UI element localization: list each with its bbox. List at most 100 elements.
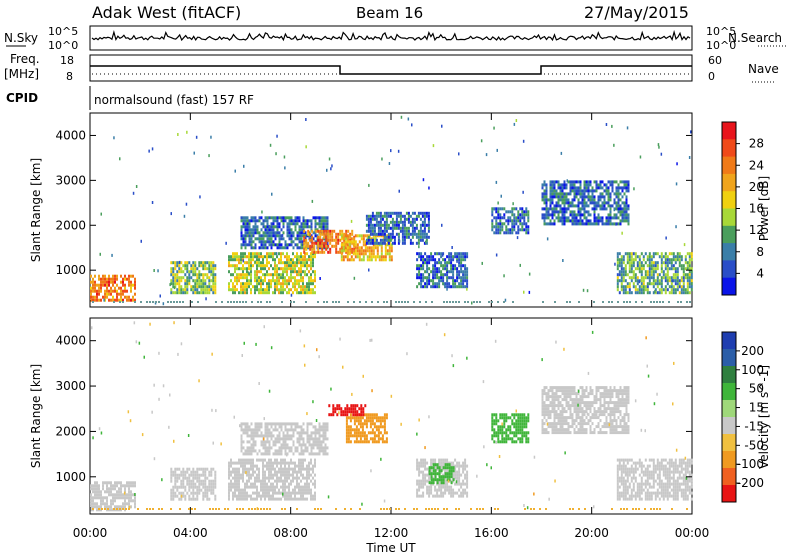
power-cell	[198, 285, 201, 289]
power-cell	[244, 273, 246, 277]
power-cell	[569, 201, 572, 205]
velocity-cell	[375, 434, 378, 438]
power-cell	[114, 286, 116, 290]
power-cell	[543, 192, 546, 196]
velocity-cell	[98, 496, 100, 500]
power-cell	[268, 234, 271, 238]
power-cell	[638, 288, 641, 292]
velocity-cell	[446, 478, 449, 482]
power-cell	[286, 234, 289, 238]
power-cell	[172, 285, 175, 289]
velocity-cell	[354, 410, 357, 414]
power-cell	[184, 264, 187, 268]
velocity-cell	[238, 482, 240, 486]
velocity-cell	[244, 431, 247, 435]
power-cell	[625, 210, 628, 214]
velocity-cell	[448, 463, 451, 467]
velocity-cell	[456, 464, 459, 468]
power-cell	[264, 219, 267, 223]
power-speckle	[234, 169, 236, 173]
power-cell	[583, 201, 586, 205]
power-cell	[668, 267, 671, 271]
power-cell	[303, 229, 306, 233]
power-cell	[360, 258, 363, 262]
velocity-cell	[294, 425, 297, 429]
power-cell	[563, 207, 566, 211]
power-cell	[418, 276, 421, 280]
power-cell	[370, 249, 373, 253]
power-cell	[387, 235, 390, 239]
velocity-cell	[304, 467, 306, 471]
power-cell	[676, 267, 679, 271]
power-cell	[567, 207, 570, 211]
power-cell	[682, 273, 685, 277]
velocity-cell	[194, 470, 197, 474]
velocity-cell	[436, 472, 439, 476]
velocity-cell	[266, 449, 269, 453]
power-cell	[234, 255, 236, 259]
velocity-cell	[350, 410, 353, 414]
velocity-cell	[326, 437, 329, 441]
velocity-cell	[511, 431, 514, 435]
velocity-cell	[204, 479, 207, 483]
velocity-cell	[196, 479, 199, 483]
power-cell	[206, 267, 209, 271]
power-cell	[294, 219, 297, 223]
power-cell	[416, 252, 419, 256]
velocity-cell	[495, 419, 498, 423]
power-cell	[306, 222, 309, 226]
velocity-cell	[246, 425, 249, 429]
velocity-cell	[557, 407, 560, 411]
velocity-cell	[519, 416, 522, 420]
power-cell	[668, 279, 671, 283]
velocity-cell	[454, 473, 457, 477]
power-cell	[420, 267, 423, 271]
power-cell	[319, 238, 322, 242]
power-cell	[270, 228, 273, 232]
power-cell	[678, 285, 681, 289]
power-cell	[180, 261, 183, 265]
power-cell	[262, 261, 264, 265]
power-cell	[268, 231, 271, 235]
power-cell	[228, 282, 230, 286]
power-cell	[417, 211, 420, 215]
power-cell	[619, 180, 622, 184]
power-cell	[362, 237, 365, 241]
velocity-cell	[272, 440, 275, 444]
velocity-cell	[302, 464, 304, 468]
power-cell	[288, 231, 291, 235]
power-cell	[362, 258, 365, 262]
power-cell	[567, 201, 570, 205]
power-cell	[340, 258, 343, 262]
velocity-cell	[260, 452, 263, 456]
power-cell	[272, 225, 275, 229]
power-cell	[208, 285, 211, 289]
power-speckle	[471, 301, 473, 305]
power-cell	[246, 255, 248, 259]
power-cell	[130, 280, 132, 284]
velocity-cell	[288, 422, 291, 426]
power-cell	[244, 285, 246, 289]
power-cell	[513, 207, 516, 211]
velocity-cell	[551, 392, 554, 396]
power-cell	[411, 217, 414, 221]
velocity-cell	[549, 389, 552, 393]
power-cell	[114, 298, 116, 302]
power-cell	[656, 291, 659, 295]
power-cell	[208, 264, 211, 268]
velocity-cell	[250, 494, 252, 498]
power-cell	[312, 255, 314, 259]
power-cell	[551, 186, 554, 190]
power-cell	[444, 273, 447, 277]
velocity-cell	[448, 461, 451, 465]
velocity-cell	[458, 476, 461, 480]
velocity-cell	[314, 452, 317, 456]
velocity-cell	[385, 437, 388, 441]
power-cell	[96, 289, 98, 293]
power-cell	[389, 220, 392, 224]
power-cell	[98, 289, 100, 293]
power-cell	[305, 247, 308, 251]
power-cell	[308, 255, 310, 259]
power-cell	[236, 282, 238, 286]
power-cell	[377, 226, 380, 230]
